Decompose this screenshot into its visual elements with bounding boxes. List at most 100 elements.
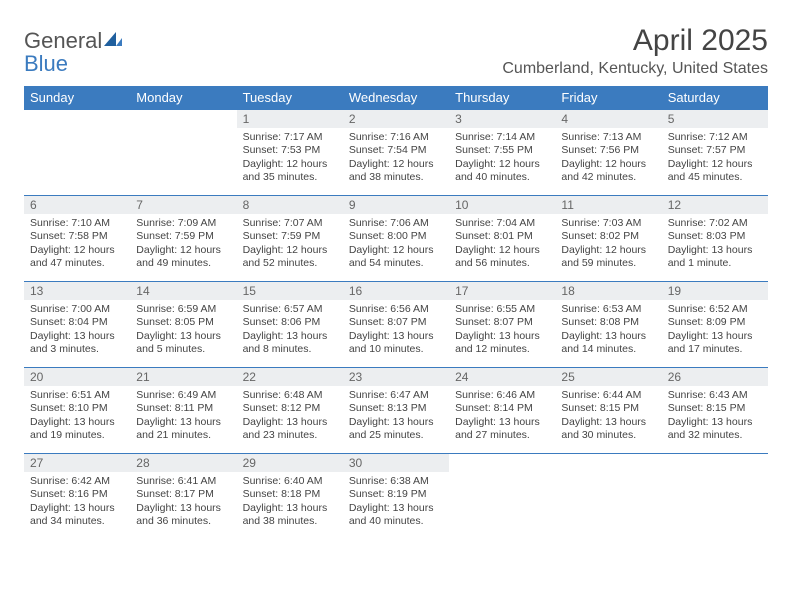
day-cell: 14Sunrise: 6:59 AMSunset: 8:05 PMDayligh… [130,282,236,368]
day-body: Sunrise: 7:10 AMSunset: 7:58 PMDaylight:… [24,214,130,275]
weekday-header: Monday [130,86,236,110]
header-row: General Blue April 2025 Cumberland, Kent… [24,24,768,78]
day-body: Sunrise: 7:16 AMSunset: 7:54 PMDaylight:… [343,128,449,189]
weekday-header: Friday [555,86,661,110]
brand-word-2: Blue [24,51,68,76]
day-cell: 21Sunrise: 6:49 AMSunset: 8:11 PMDayligh… [130,368,236,454]
day-number: 30 [343,454,449,472]
day-number: 26 [662,368,768,386]
day-number: 10 [449,196,555,214]
sail-icon [104,32,122,53]
day-number: 15 [237,282,343,300]
day-number: 21 [130,368,236,386]
day-body: Sunrise: 7:03 AMSunset: 8:02 PMDaylight:… [555,214,661,275]
day-number: 6 [24,196,130,214]
day-body: Sunrise: 6:41 AMSunset: 8:17 PMDaylight:… [130,472,236,533]
day-cell: 29Sunrise: 6:40 AMSunset: 8:18 PMDayligh… [237,454,343,540]
day-body: Sunrise: 7:06 AMSunset: 8:00 PMDaylight:… [343,214,449,275]
day-body: Sunrise: 6:40 AMSunset: 8:18 PMDaylight:… [237,472,343,533]
calendar-body: ....1Sunrise: 7:17 AMSunset: 7:53 PMDayl… [24,110,768,540]
day-cell: 1Sunrise: 7:17 AMSunset: 7:53 PMDaylight… [237,110,343,196]
day-number: 24 [449,368,555,386]
day-number: 13 [24,282,130,300]
day-cell: 3Sunrise: 7:14 AMSunset: 7:55 PMDaylight… [449,110,555,196]
day-cell: 27Sunrise: 6:42 AMSunset: 8:16 PMDayligh… [24,454,130,540]
month-title: April 2025 [502,24,768,58]
day-cell: 4Sunrise: 7:13 AMSunset: 7:56 PMDaylight… [555,110,661,196]
day-body: Sunrise: 6:48 AMSunset: 8:12 PMDaylight:… [237,386,343,447]
day-cell: 13Sunrise: 7:00 AMSunset: 8:04 PMDayligh… [24,282,130,368]
day-number: 8 [237,196,343,214]
day-body: Sunrise: 7:07 AMSunset: 7:59 PMDaylight:… [237,214,343,275]
day-cell: 23Sunrise: 6:47 AMSunset: 8:13 PMDayligh… [343,368,449,454]
day-body: Sunrise: 7:00 AMSunset: 8:04 PMDaylight:… [24,300,130,361]
day-number: 3 [449,110,555,128]
day-cell: .. [24,110,130,196]
day-number: 20 [24,368,130,386]
calendar-table: SundayMondayTuesdayWednesdayThursdayFrid… [24,86,768,540]
day-cell: 17Sunrise: 6:55 AMSunset: 8:07 PMDayligh… [449,282,555,368]
day-cell: 19Sunrise: 6:52 AMSunset: 8:09 PMDayligh… [662,282,768,368]
day-number: 11 [555,196,661,214]
weekday-header: Wednesday [343,86,449,110]
day-number: 25 [555,368,661,386]
day-number: 9 [343,196,449,214]
day-number: 18 [555,282,661,300]
day-body: Sunrise: 6:46 AMSunset: 8:14 PMDaylight:… [449,386,555,447]
weekday-header: Sunday [24,86,130,110]
day-cell: 2Sunrise: 7:16 AMSunset: 7:54 PMDaylight… [343,110,449,196]
week-row: 27Sunrise: 6:42 AMSunset: 8:16 PMDayligh… [24,454,768,540]
day-cell: 5Sunrise: 7:12 AMSunset: 7:57 PMDaylight… [662,110,768,196]
day-body: Sunrise: 6:49 AMSunset: 8:11 PMDaylight:… [130,386,236,447]
day-body: Sunrise: 6:56 AMSunset: 8:07 PMDaylight:… [343,300,449,361]
day-cell: 22Sunrise: 6:48 AMSunset: 8:12 PMDayligh… [237,368,343,454]
day-body: Sunrise: 7:09 AMSunset: 7:59 PMDaylight:… [130,214,236,275]
day-cell: 11Sunrise: 7:03 AMSunset: 8:02 PMDayligh… [555,196,661,282]
day-cell: .. [555,454,661,540]
day-body: Sunrise: 7:12 AMSunset: 7:57 PMDaylight:… [662,128,768,189]
day-body: Sunrise: 6:51 AMSunset: 8:10 PMDaylight:… [24,386,130,447]
brand-word-1: General [24,28,102,53]
day-body: Sunrise: 6:42 AMSunset: 8:16 PMDaylight:… [24,472,130,533]
week-row: ....1Sunrise: 7:17 AMSunset: 7:53 PMDayl… [24,110,768,196]
day-cell: 12Sunrise: 7:02 AMSunset: 8:03 PMDayligh… [662,196,768,282]
weekday-header: Tuesday [237,86,343,110]
day-body: Sunrise: 6:47 AMSunset: 8:13 PMDaylight:… [343,386,449,447]
week-row: 13Sunrise: 7:00 AMSunset: 8:04 PMDayligh… [24,282,768,368]
day-cell: 28Sunrise: 6:41 AMSunset: 8:17 PMDayligh… [130,454,236,540]
day-number: 19 [662,282,768,300]
day-body: Sunrise: 6:57 AMSunset: 8:06 PMDaylight:… [237,300,343,361]
day-body: Sunrise: 6:43 AMSunset: 8:15 PMDaylight:… [662,386,768,447]
day-cell: 6Sunrise: 7:10 AMSunset: 7:58 PMDaylight… [24,196,130,282]
day-number: 29 [237,454,343,472]
day-body: Sunrise: 7:17 AMSunset: 7:53 PMDaylight:… [237,128,343,189]
weekday-row: SundayMondayTuesdayWednesdayThursdayFrid… [24,86,768,110]
day-number: 2 [343,110,449,128]
day-number: 22 [237,368,343,386]
day-number: 12 [662,196,768,214]
day-cell: 20Sunrise: 6:51 AMSunset: 8:10 PMDayligh… [24,368,130,454]
day-number: 7 [130,196,236,214]
day-body: Sunrise: 6:59 AMSunset: 8:05 PMDaylight:… [130,300,236,361]
day-body: Sunrise: 6:44 AMSunset: 8:15 PMDaylight:… [555,386,661,447]
brand-text: General Blue [24,30,122,76]
day-body: Sunrise: 7:02 AMSunset: 8:03 PMDaylight:… [662,214,768,275]
day-number: 16 [343,282,449,300]
day-cell: 9Sunrise: 7:06 AMSunset: 8:00 PMDaylight… [343,196,449,282]
weekday-header: Saturday [662,86,768,110]
day-number: 17 [449,282,555,300]
calendar-page: General Blue April 2025 Cumberland, Kent… [0,0,792,540]
title-block: April 2025 Cumberland, Kentucky, United … [502,24,768,78]
day-cell: 18Sunrise: 6:53 AMSunset: 8:08 PMDayligh… [555,282,661,368]
day-body: Sunrise: 6:52 AMSunset: 8:09 PMDaylight:… [662,300,768,361]
day-cell: 26Sunrise: 6:43 AMSunset: 8:15 PMDayligh… [662,368,768,454]
day-cell: 15Sunrise: 6:57 AMSunset: 8:06 PMDayligh… [237,282,343,368]
day-body: Sunrise: 6:53 AMSunset: 8:08 PMDaylight:… [555,300,661,361]
day-body: Sunrise: 6:38 AMSunset: 8:19 PMDaylight:… [343,472,449,533]
day-number: 28 [130,454,236,472]
day-number: 5 [662,110,768,128]
day-body: Sunrise: 7:04 AMSunset: 8:01 PMDaylight:… [449,214,555,275]
week-row: 20Sunrise: 6:51 AMSunset: 8:10 PMDayligh… [24,368,768,454]
day-cell: .. [130,110,236,196]
day-cell: 24Sunrise: 6:46 AMSunset: 8:14 PMDayligh… [449,368,555,454]
